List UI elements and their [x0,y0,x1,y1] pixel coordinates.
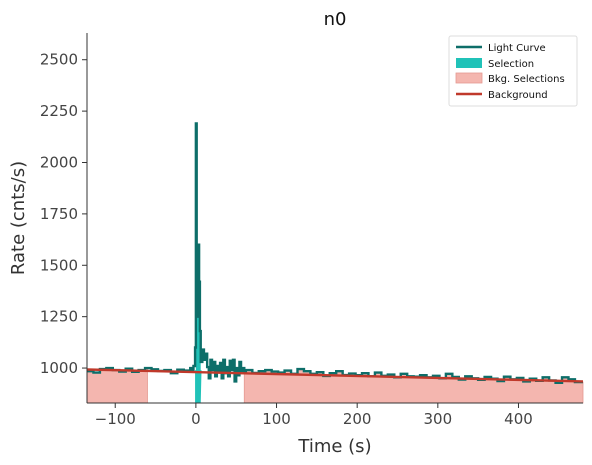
x-axis-label: Time (s) [297,436,371,457]
light-curve-line [87,122,583,385]
legend-label-selection: Selection [488,59,534,70]
x-tick-label: 100 [262,410,291,428]
x-tick-label: 0 [191,410,201,428]
y-ticks: 1000 1250 1500 1750 2000 2250 2500 [40,51,87,377]
x-tick-label: −100 [95,410,136,428]
y-tick-label: 1000 [40,359,78,377]
legend-label-light-curve: Light Curve [488,43,546,54]
legend: Light Curve Selection Bkg. Selections Ba… [448,35,578,107]
legend-swatch-bkg-selections [455,72,483,84]
y-tick-label: 2000 [40,154,78,172]
light-curve-layer [86,122,584,385]
y-axis-label: Rate (cnts/s) [8,161,29,275]
background-line [86,368,584,383]
x-tick-label: 200 [343,410,372,428]
legend-label-bkg-selections: Bkg. Selections [488,74,565,85]
y-tick-label: 1500 [40,256,78,274]
chart-title: n0 [324,9,347,30]
axes [86,33,583,404]
legend-box [448,35,578,107]
x-tick-label: 300 [424,410,453,428]
y-tick-label: 1250 [40,308,78,326]
y-tick-label: 2250 [40,102,78,120]
legend-swatch-selection [456,58,482,68]
y-tick-label: 1750 [40,205,78,223]
legend-label-background: Background [488,90,548,101]
x-tick-label: 400 [504,410,533,428]
y-tick-label: 2500 [40,51,78,69]
x-ticks: −100 0 100 200 300 400 [95,403,533,428]
